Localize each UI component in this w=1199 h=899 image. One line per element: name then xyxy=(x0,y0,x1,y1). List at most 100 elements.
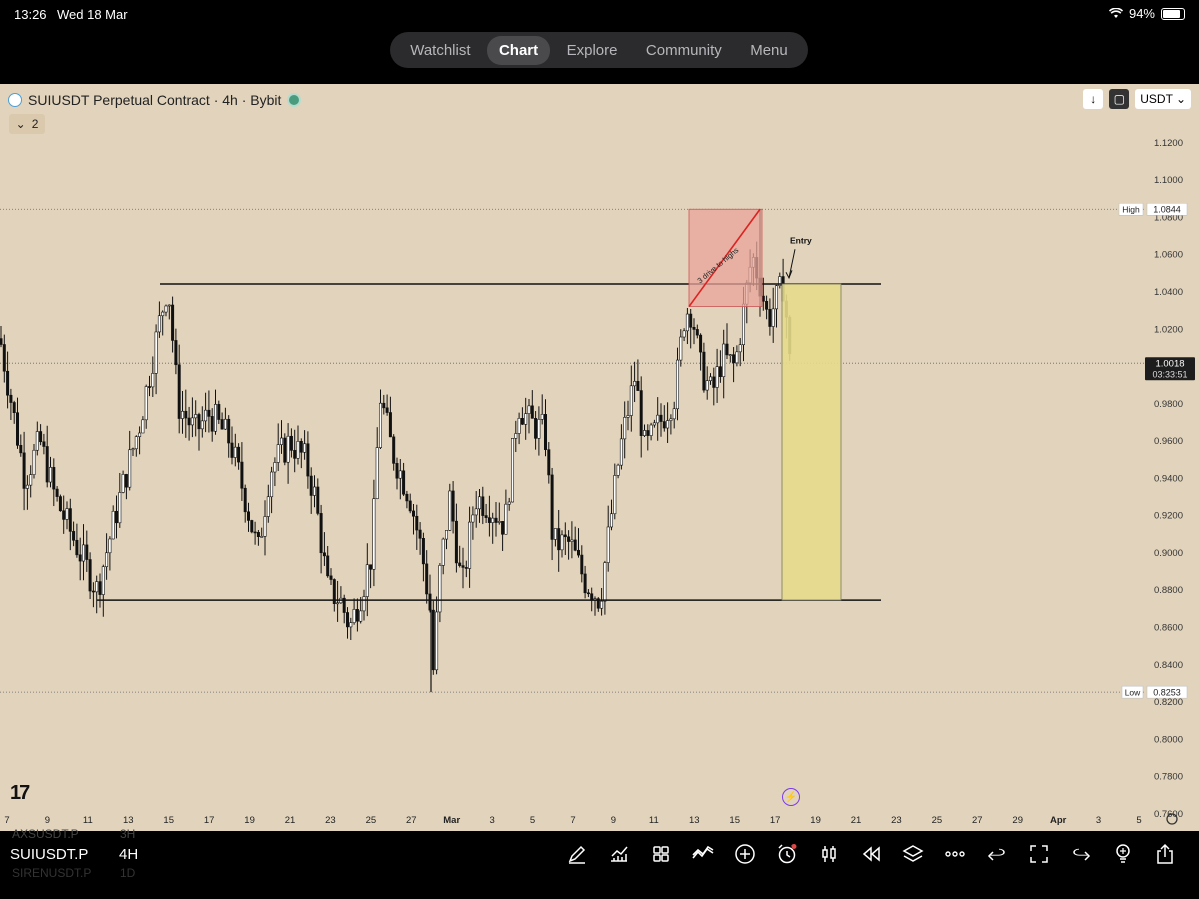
candle-body xyxy=(48,467,52,483)
candles-icon[interactable] xyxy=(808,841,850,867)
candle-body xyxy=(52,467,56,490)
bulb-icon[interactable] xyxy=(1102,841,1144,867)
tab-explore[interactable]: Explore xyxy=(566,41,618,59)
date-tick-label: 23 xyxy=(891,815,902,826)
candle-body xyxy=(464,567,468,569)
grid-icon[interactable] xyxy=(640,841,682,867)
currency-select[interactable]: USDT ⌄ xyxy=(1135,89,1191,109)
date-tick-label: 7 xyxy=(4,815,9,826)
chart-type-icon[interactable] xyxy=(598,841,640,867)
candle-body xyxy=(524,413,528,425)
candle-body xyxy=(72,531,76,541)
candle-body xyxy=(629,385,633,416)
timeframe-selector[interactable]: 4H xyxy=(119,846,139,863)
tab-community[interactable]: Community xyxy=(645,41,722,59)
prev-timeframe: 3H xyxy=(120,827,136,841)
candle-body xyxy=(322,552,326,557)
rewind-icon[interactable] xyxy=(850,841,892,867)
candle-body xyxy=(25,484,29,489)
lightning-icon[interactable]: ⚡ xyxy=(782,788,800,806)
candle-body xyxy=(289,435,293,451)
price-tick-label: 0.8800 xyxy=(1154,585,1183,596)
add-icon[interactable] xyxy=(724,841,766,867)
status-time: 13:26 xyxy=(14,7,47,22)
candle-body xyxy=(606,526,610,563)
candle-body xyxy=(312,486,316,496)
alert-icon[interactable] xyxy=(766,841,808,867)
undo-icon[interactable] xyxy=(976,841,1018,867)
price-chart[interactable]: 1.14001.12001.10001.08001.06001.04001.02… xyxy=(0,84,1199,831)
target-zone-box xyxy=(781,283,842,601)
candle-body xyxy=(718,366,722,377)
price-tick-label: 1.0400 xyxy=(1154,287,1183,298)
candle-body xyxy=(349,622,353,628)
candle-body xyxy=(91,590,95,593)
tab-watchlist[interactable]: Watchlist xyxy=(410,41,471,59)
date-tick-label: 21 xyxy=(285,815,296,826)
candle-body xyxy=(111,510,115,540)
candle-body xyxy=(378,402,382,448)
candle-body xyxy=(616,464,620,476)
candle-body xyxy=(276,444,280,463)
candle-body xyxy=(243,487,247,513)
candle-body xyxy=(345,612,349,628)
candle-body xyxy=(692,326,696,330)
date-tick-label: 3 xyxy=(489,815,494,826)
candle-body xyxy=(134,436,138,450)
candle-body xyxy=(171,304,175,341)
candle-body xyxy=(217,404,221,420)
candle-body xyxy=(425,563,429,595)
arrow-down-icon[interactable]: ↓ xyxy=(1083,89,1104,109)
candle-body xyxy=(517,418,521,434)
candle-body xyxy=(596,598,600,609)
symbol-title[interactable]: SUIUSDT Perpetual Contract · 4h · Bybit xyxy=(28,92,282,108)
candle-body xyxy=(372,498,376,570)
candle-body xyxy=(309,475,313,496)
candle-body xyxy=(2,344,6,372)
chart-area[interactable]: 1.14001.12001.10001.08001.06001.04001.02… xyxy=(0,84,1199,831)
candle-body xyxy=(712,376,716,388)
candle-body xyxy=(190,417,194,426)
candle-body xyxy=(699,334,703,353)
date-tick-label: 11 xyxy=(83,815,93,826)
price-tick-label: 0.9200 xyxy=(1154,511,1183,522)
candle-body xyxy=(695,329,699,336)
candle-body xyxy=(352,609,356,623)
maximize-icon[interactable]: ▢ xyxy=(1109,89,1130,109)
fullscreen-icon[interactable] xyxy=(1018,841,1060,867)
chevron-down-icon: ⌄ xyxy=(15,117,26,131)
candle-body xyxy=(184,410,188,419)
date-tick-label: 23 xyxy=(325,815,336,826)
high-tag xyxy=(1118,202,1144,216)
candle-body xyxy=(266,496,270,517)
candle-body xyxy=(534,418,538,439)
candle-body xyxy=(19,445,23,454)
share-icon[interactable] xyxy=(1144,841,1186,867)
candle-body xyxy=(392,436,396,464)
candle-body xyxy=(283,437,287,463)
indicators-icon[interactable] xyxy=(682,841,724,867)
tab-menu[interactable]: Menu xyxy=(750,41,788,59)
candle-body xyxy=(75,539,79,556)
chart-header: SUIUSDT Perpetual Contract · 4h · Bybit xyxy=(8,92,302,108)
more-icon[interactable] xyxy=(934,841,976,867)
tab-chart[interactable]: Chart xyxy=(486,35,551,65)
candle-body xyxy=(45,446,49,483)
candle-body xyxy=(573,539,577,551)
candle-body xyxy=(451,490,455,522)
candle-body xyxy=(778,276,782,286)
indicators-toggle[interactable]: ⌄ 2 xyxy=(9,114,45,134)
pencil-icon[interactable] xyxy=(556,841,598,867)
layers-icon[interactable] xyxy=(892,841,934,867)
price-tick-label: 0.9800 xyxy=(1154,399,1183,410)
candle-body xyxy=(22,452,26,489)
candle-body xyxy=(501,521,505,535)
symbol-selector[interactable]: SUIUSDT.P xyxy=(10,846,89,863)
candle-body xyxy=(62,510,66,520)
candle-body xyxy=(468,521,472,569)
candle-body xyxy=(504,503,508,535)
redo-icon[interactable] xyxy=(1060,841,1102,867)
date-tick-label: 11 xyxy=(649,815,659,826)
price-tick-label: 0.8400 xyxy=(1154,660,1183,671)
candle-body xyxy=(336,602,340,605)
